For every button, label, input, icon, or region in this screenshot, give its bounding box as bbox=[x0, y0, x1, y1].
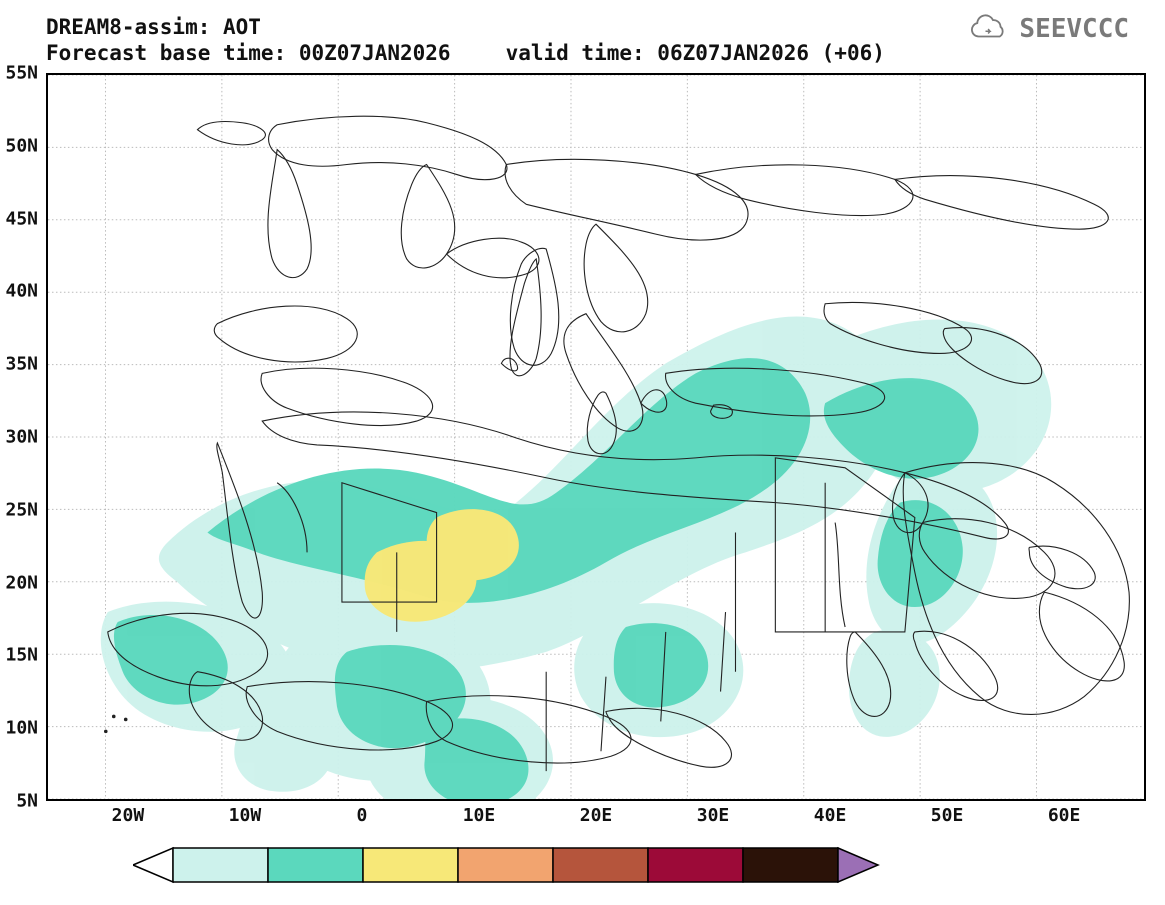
map-plot-area[interactable] bbox=[46, 73, 1146, 801]
x-axis-tick-label-20W: 20W bbox=[112, 805, 145, 826]
y-axis-tick-label-35N: 35N bbox=[5, 354, 38, 375]
colorbar-boxes bbox=[173, 848, 838, 882]
map-svg bbox=[48, 75, 1144, 799]
root-page: DREAM8-assim: AOT Forecast base time: 00… bbox=[0, 0, 1165, 905]
x-axis-tick-label-0: 0 bbox=[357, 805, 368, 826]
y-axis-tick-label-20N: 20N bbox=[5, 572, 38, 593]
x-axis-tick-label-60E: 60E bbox=[1048, 805, 1081, 826]
header-valid-time: valid time: 06Z07JAN2026 (+06) bbox=[506, 40, 885, 66]
y-axis-labels-container: 55N 50N 45N 40N 35N 30N 25N 20N 15N 10N 5N bbox=[0, 73, 44, 801]
seevccc-logo: SEEVCCC bbox=[967, 14, 1129, 44]
y-axis-tick-label-10N: 10N bbox=[5, 718, 38, 739]
y-axis-tick-label-45N: 45N bbox=[5, 208, 38, 229]
x-axis-tick-label-20E: 20E bbox=[580, 805, 613, 826]
colorbar-legend: 0.10.20.40.81.21.63.26.4 bbox=[0, 845, 1165, 905]
coastal-detail-marks bbox=[104, 715, 127, 733]
x-axis-tick-label-50E: 50E bbox=[931, 805, 964, 826]
x-axis-tick-label-10W: 10W bbox=[229, 805, 262, 826]
header-title: DREAM8-assim: AOT bbox=[46, 14, 885, 40]
y-axis-tick-label-50N: 50N bbox=[5, 135, 38, 156]
header-base-time: Forecast base time: 00Z07JAN2026 bbox=[46, 40, 451, 66]
cloud-icon bbox=[967, 14, 1013, 44]
x-axis-tick-label-30E: 30E bbox=[697, 805, 730, 826]
x-axis-tick-label-40E: 40E bbox=[814, 805, 847, 826]
header-block: DREAM8-assim: AOT Forecast base time: 00… bbox=[46, 14, 885, 66]
y-axis-tick-label-5N: 5N bbox=[16, 791, 38, 812]
logo-text-label: SEEVCCC bbox=[1019, 14, 1129, 44]
y-axis-tick-label-40N: 40N bbox=[5, 281, 38, 302]
y-axis-tick-label-30N: 30N bbox=[5, 427, 38, 448]
x-axis-labels-container: 20W 10W 0 10E 20E 30E 40E 50E 60E bbox=[46, 801, 1146, 831]
x-axis-tick-label-10E: 10E bbox=[463, 805, 496, 826]
y-axis-tick-label-15N: 15N bbox=[5, 645, 38, 666]
y-axis-tick-label-25N: 25N bbox=[5, 499, 38, 520]
y-axis-tick-label-55N: 55N bbox=[5, 63, 38, 84]
colorbar-svg bbox=[133, 845, 1033, 885]
colorbar-tick-labels: 0.10.20.40.81.21.63.26.4 bbox=[133, 885, 1033, 905]
